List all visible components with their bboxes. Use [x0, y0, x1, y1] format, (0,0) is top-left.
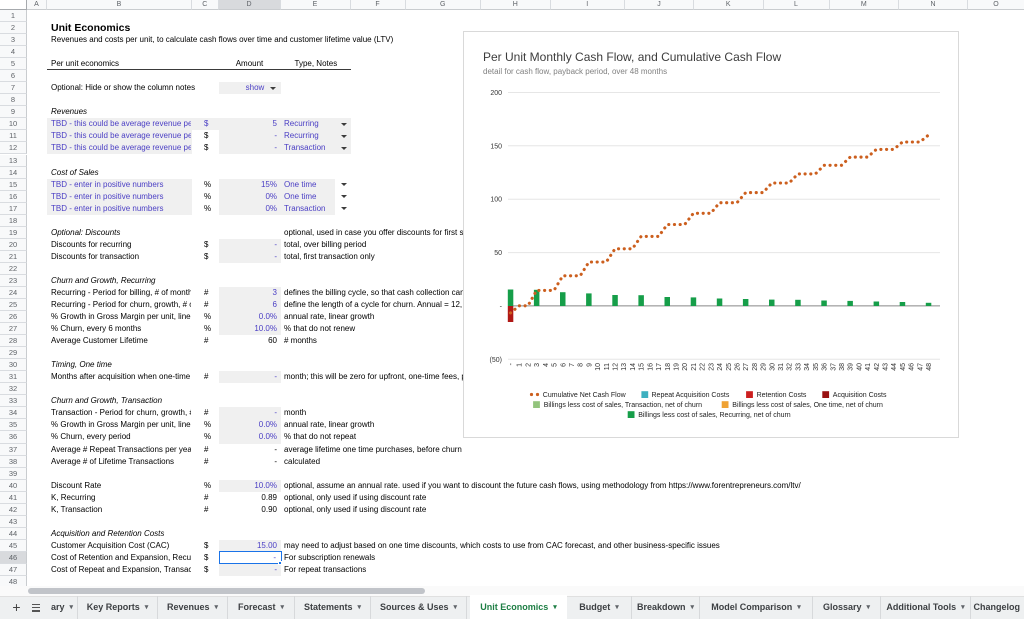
svg-text:Acquisition Costs: Acquisition Costs	[833, 392, 887, 399]
svg-text:18: 18	[665, 363, 672, 371]
svg-text:150: 150	[490, 143, 502, 150]
svg-text:100: 100	[490, 197, 502, 204]
svg-text:4: 4	[543, 363, 550, 367]
svg-text:46: 46	[909, 363, 916, 371]
svg-text:200: 200	[490, 90, 502, 97]
svg-text:29: 29	[761, 363, 768, 371]
svg-text:10: 10	[595, 363, 602, 371]
svg-text:26: 26	[735, 363, 742, 371]
svg-text:6: 6	[560, 363, 567, 367]
svg-text:42: 42	[874, 363, 881, 371]
svg-text:Billings less cost of sales, O: Billings less cost of sales, One time, n…	[732, 402, 883, 409]
svg-text:34: 34	[804, 363, 811, 371]
svg-text:48: 48	[926, 363, 933, 371]
svg-text:25: 25	[726, 363, 733, 371]
svg-text:37: 37	[830, 363, 837, 371]
svg-text:8: 8	[578, 363, 585, 367]
svg-text:Repeat Acquisition Costs: Repeat Acquisition Costs	[652, 392, 730, 399]
svg-text:30: 30	[769, 363, 776, 371]
svg-text:22: 22	[700, 363, 707, 371]
svg-text:14: 14	[630, 363, 637, 371]
svg-text:(50): (50)	[490, 357, 502, 364]
svg-text:Cumulative Net Cash Flow: Cumulative Net Cash Flow	[543, 392, 627, 399]
svg-text:50: 50	[494, 250, 502, 257]
svg-text:38: 38	[839, 363, 846, 371]
svg-text:24: 24	[717, 363, 724, 371]
svg-text:19: 19	[674, 363, 681, 371]
svg-text:Billings less cost of sales, T: Billings less cost of sales, Transaction…	[544, 402, 702, 409]
svg-text:Per Unit Monthly Cash Flow, an: Per Unit Monthly Cash Flow, and Cumulati…	[483, 50, 781, 64]
svg-text:-: -	[508, 362, 515, 365]
svg-text:Retention Costs: Retention Costs	[757, 392, 807, 399]
svg-text:32: 32	[787, 363, 794, 371]
svg-text:17: 17	[656, 363, 663, 371]
svg-text:1: 1	[517, 363, 524, 367]
svg-text:7: 7	[569, 363, 576, 367]
svg-text:2: 2	[525, 363, 532, 367]
svg-text:41: 41	[865, 363, 872, 371]
svg-text:21: 21	[691, 363, 698, 371]
svg-text:9: 9	[586, 363, 593, 367]
svg-text:5: 5	[552, 363, 559, 367]
svg-text:12: 12	[613, 363, 620, 371]
svg-text:44: 44	[891, 363, 898, 371]
svg-text:23: 23	[708, 363, 715, 371]
svg-text:45: 45	[900, 363, 907, 371]
svg-text:-: -	[500, 303, 503, 310]
svg-text:36: 36	[822, 363, 829, 371]
svg-text:11: 11	[604, 363, 611, 370]
svg-text:3: 3	[534, 363, 541, 367]
svg-text:15: 15	[639, 363, 646, 371]
svg-text:detail for cash flow, payback: detail for cash flow, payback period, ov…	[483, 67, 667, 76]
svg-text:33: 33	[795, 363, 802, 371]
svg-text:16: 16	[647, 363, 654, 371]
svg-text:13: 13	[621, 363, 628, 371]
svg-text:20: 20	[682, 363, 689, 371]
svg-text:43: 43	[883, 363, 890, 371]
svg-text:27: 27	[743, 363, 750, 371]
svg-text:39: 39	[848, 363, 855, 371]
svg-text:31: 31	[778, 363, 785, 371]
svg-text:Billings less cost of sales, R: Billings less cost of sales, Recurring, …	[638, 412, 791, 419]
svg-text:47: 47	[917, 363, 924, 371]
svg-text:28: 28	[752, 363, 759, 371]
svg-text:40: 40	[856, 363, 863, 371]
svg-text:35: 35	[813, 363, 820, 371]
